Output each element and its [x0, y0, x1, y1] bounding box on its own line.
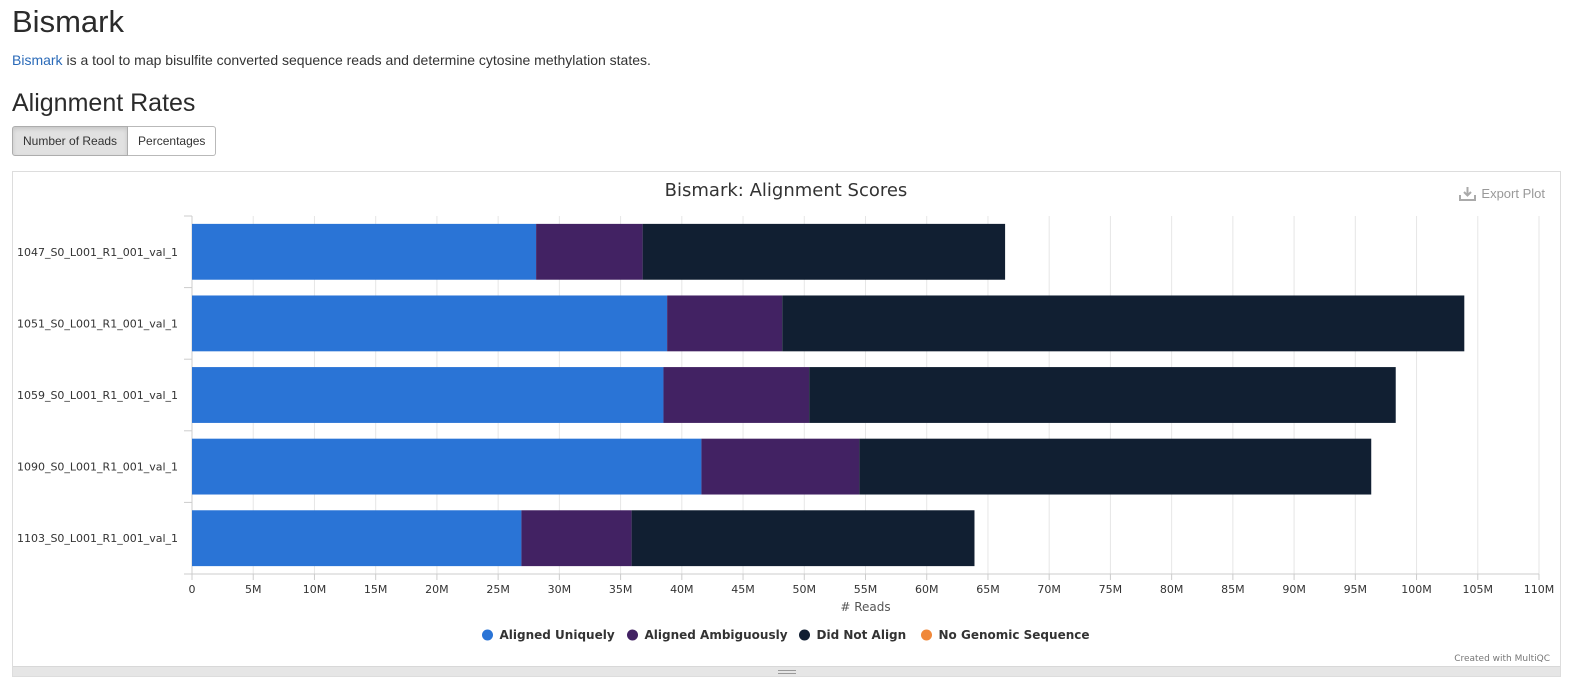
x-tick-label: 25M — [486, 583, 510, 596]
x-tick-label: 40M — [670, 583, 694, 596]
legend-label: No Genomic Sequence — [939, 628, 1090, 642]
category-label: 1103_S0_L001_R1_001_val_1 — [17, 532, 178, 545]
bar-segment — [631, 510, 975, 567]
x-tick-label: 110M — [1524, 583, 1555, 596]
category-label: 1090_S0_L001_R1_001_val_1 — [17, 461, 178, 474]
x-tick-label: 15M — [364, 583, 388, 596]
x-tick-label: 105M — [1463, 583, 1494, 596]
bar-segment — [667, 295, 783, 352]
x-tick-label: 70M — [1037, 583, 1061, 596]
plot-container: Bismark: Alignment Scores 1047_S0_L001_R1… — [12, 171, 1561, 677]
section-title: Alignment Rates — [12, 89, 196, 117]
category-label: 1051_S0_L001_R1_001_val_1 — [17, 317, 178, 330]
legend-marker — [921, 629, 932, 641]
plot-mode-toggle: Number of Reads Percentages — [12, 126, 217, 156]
bar-segment — [192, 295, 668, 352]
bar-segment — [192, 367, 664, 423]
bar-segment — [642, 223, 1006, 280]
x-tick-label: 60M — [915, 583, 939, 596]
chart-title: Bismark: Alignment Scores — [665, 180, 908, 201]
legend-label: Did Not Align — [817, 628, 907, 642]
bar-segment — [536, 223, 643, 280]
legend-marker — [482, 629, 493, 641]
x-tick-label: 10M — [303, 583, 327, 596]
export-plot-button[interactable]: Export Plot — [1459, 186, 1545, 201]
bar-segment — [521, 510, 632, 567]
x-tick-label: 95M — [1344, 583, 1368, 596]
bismark-link[interactable]: Bismark — [12, 52, 63, 68]
intro-text: is a tool to map bisulfite converted seq… — [62, 52, 651, 68]
export-plot-label: Export Plot — [1481, 186, 1545, 201]
legend-label: Aligned Uniquely — [500, 628, 615, 642]
x-tick-label: 90M — [1282, 583, 1306, 596]
bar-segment — [859, 438, 1372, 495]
x-tick-label: 0 — [189, 583, 196, 596]
legend-marker — [799, 629, 810, 641]
bar-segment — [192, 510, 522, 567]
x-axis-label: # Reads — [840, 600, 890, 614]
x-tick-label: 75M — [1099, 583, 1123, 596]
alignment-scores-chart: Bismark: Alignment Scores 1047_S0_L001_R1… — [17, 180, 1555, 664]
category-label: 1047_S0_L001_R1_001_val_1 — [17, 246, 178, 259]
percentages-button[interactable]: Percentages — [128, 126, 217, 156]
x-tick-label: 30M — [548, 583, 572, 596]
category-label: 1059_S0_L001_R1_001_val_1 — [17, 389, 178, 402]
x-tick-label: 100M — [1401, 583, 1432, 596]
bar-segment — [192, 223, 537, 280]
x-tick-label: 80M — [1160, 583, 1184, 596]
bar-segment — [192, 438, 702, 495]
bar-segment — [782, 295, 1465, 352]
x-tick-label: 85M — [1221, 583, 1245, 596]
x-tick-label: 65M — [976, 583, 1000, 596]
x-tick-label: 50M — [793, 583, 817, 596]
x-tick-label: 45M — [731, 583, 755, 596]
legend-marker — [627, 629, 638, 641]
bar-segment — [663, 367, 810, 423]
bar-segment — [701, 438, 860, 495]
x-tick-label: 35M — [609, 583, 633, 596]
resize-handle[interactable] — [13, 666, 1560, 676]
intro-paragraph: Bismark is a tool to map bisulfite conve… — [12, 52, 651, 68]
download-icon — [1459, 187, 1477, 201]
credit-text: Created with MultiQC — [1454, 654, 1550, 664]
x-tick-label: 20M — [425, 583, 449, 596]
page-title: Bismark — [12, 4, 124, 39]
legend-label: Aligned Ambiguously — [645, 628, 788, 642]
x-tick-label: 55M — [854, 583, 878, 596]
bar-segment — [809, 367, 1396, 423]
x-tick-label: 5M — [245, 583, 262, 596]
grip-icon — [777, 670, 796, 674]
number-of-reads-button[interactable]: Number of Reads — [12, 126, 129, 156]
